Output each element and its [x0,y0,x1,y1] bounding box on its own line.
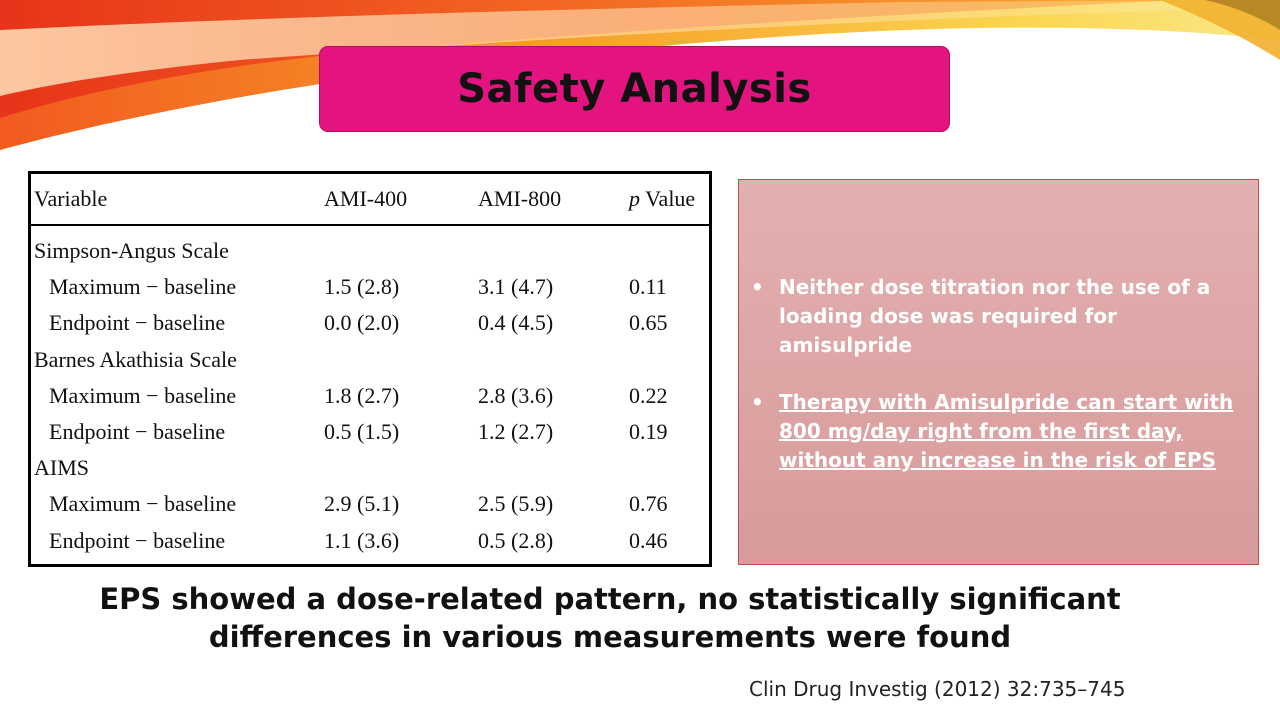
safety-table: Variable AMI-400 AMI-800 p Value Simpson… [28,171,712,567]
bullet-marker-2: • [751,390,764,414]
cell-ami-800: 0.4 (4.5) [478,310,554,336]
cell-variable: Endpoint − baseline [49,527,226,553]
table-header-row: Variable AMI-400 AMI-800 p Value [31,174,709,226]
cell-variable: Barnes Akathisia Scale [34,346,237,372]
cell-ami-400: 2.9 (5.1) [324,491,400,517]
cell-p-value: 0.22 [629,382,668,408]
cell-ami-400: 1.1 (3.6) [324,527,400,553]
cell-ami-800: 2.8 (3.6) [478,382,554,408]
citation: Clin Drug Investig (2012) 32:735–745 [749,677,1126,701]
cell-variable: Maximum − baseline [49,491,237,517]
cell-ami-400: 1.8 (2.7) [324,382,400,408]
table-row: Endpoint − baseline 1.1 (3.6) 0.5 (2.8) 0.4… [31,524,709,560]
cell-ami-800: 3.1 (4.7) [478,274,554,300]
table-section-row: Simpson-Angus Scale [31,234,709,270]
summary-line-1: EPS showed a dose-related pattern, no st… [99,582,1121,616]
table-section-row: Barnes Akathisia Scale [31,343,709,379]
summary-statement: EPS showed a dose-related pattern, no st… [60,580,1160,656]
title-banner: Safety Analysis [319,46,950,132]
header-variable: Variable [34,186,108,211]
cell-p-value: 0.65 [629,310,668,336]
cell-variable: Endpoint − baseline [49,419,226,444]
decorative-swoosh-banner [0,0,1280,150]
cell-p-value: 0.46 [629,527,668,553]
cell-variable: Maximum − baseline [49,382,237,408]
header-p-letter: p [629,186,640,211]
bullet-item-1: • Neither dose titration nor the use of … [751,273,1241,360]
table-row: Maximum − baseline 1.8 (2.7) 2.8 (3.6) 0.22 [31,379,709,415]
cell-ami-800: 1.2 (2.7) [478,419,554,444]
cell-p-value: 0.11 [629,274,667,300]
slide-title: Safety Analysis [457,66,812,112]
table-row: Endpoint − baseline 0.0 (2.0) 0.4 (4.5) 0.6… [31,306,709,342]
table-row: Endpoint − baseline 0.5 (1.5) 1.2 (2.7) 0.1… [31,415,709,451]
cell-ami-400: 0.0 (2.0) [324,310,400,336]
cell-variable: AIMS [34,455,90,481]
cell-ami-800: 0.5 (2.8) [478,527,554,553]
key-points-box: • Neither dose titration nor the use of … [738,179,1259,565]
cell-variable: Simpson-Angus Scale [34,238,229,263]
bullet-marker-1: • [751,275,764,299]
cell-variable: Endpoint − baseline [49,310,226,336]
cell-variable: Maximum − baseline [49,274,237,300]
header-ami-800: AMI-800 [478,186,562,211]
cell-p-value: 0.19 [629,419,668,444]
header-ami-400: AMI-400 [324,186,408,211]
table-section-row: AIMS [31,451,709,487]
bullet-text-1: Neither dose titration nor the use of a … [779,275,1211,357]
cell-ami-400: 1.5 (2.8) [324,274,400,300]
summary-line-2: differences in various measurements were… [208,620,1012,654]
header-p-value: p Value [629,186,695,212]
cell-ami-400: 0.5 (1.5) [324,419,400,444]
cell-ami-800: 2.5 (5.9) [478,491,554,517]
bullet-item-2: • Therapy with Amisulpride can start wit… [751,388,1241,475]
cell-p-value: 0.76 [629,491,668,517]
header-value-word: Value [640,186,696,211]
table-row: Maximum − baseline 2.9 (5.1) 2.5 (5.9) 0.76 [31,487,709,523]
table-row: Maximum − baseline 1.5 (2.8) 3.1 (4.7) 0.11 [31,270,709,306]
bullet-text-2: Therapy with Amisulpride can start with … [779,390,1234,472]
